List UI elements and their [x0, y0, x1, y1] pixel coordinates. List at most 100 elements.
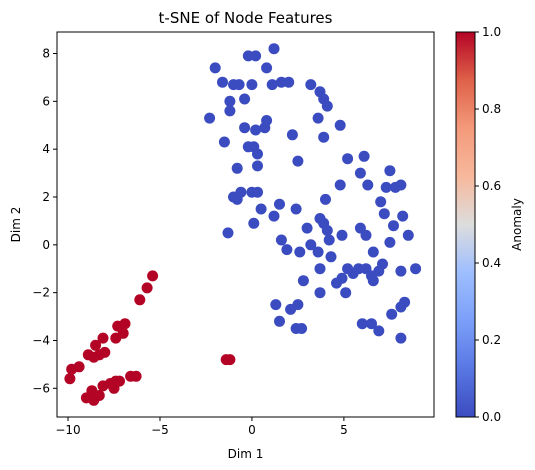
scatter-point	[97, 332, 109, 344]
scatter-point	[312, 112, 324, 124]
scatter-point	[305, 79, 317, 91]
scatter-point	[141, 282, 153, 294]
scatter-point	[402, 229, 414, 241]
scatter-point	[147, 270, 159, 282]
y-tick-label: 0	[42, 238, 50, 252]
colorbar	[455, 31, 476, 418]
scatter-point	[270, 299, 282, 311]
scatter-point	[290, 203, 302, 215]
scatter-point	[360, 229, 372, 241]
scatter-point	[334, 119, 346, 131]
scatter-point	[373, 325, 385, 337]
x-tick-label: −5	[151, 423, 169, 437]
scatter-point	[334, 179, 346, 191]
scatter-point	[261, 115, 273, 126]
scatter-point	[366, 270, 377, 282]
scatter-point	[239, 122, 251, 134]
scatter-point	[395, 301, 407, 313]
scatter-point	[82, 349, 94, 361]
scatter-point	[224, 354, 236, 366]
scatter-point	[321, 225, 333, 236]
scatter-point	[64, 373, 76, 385]
y-tick-label: 8	[42, 47, 50, 61]
scatter-point	[356, 318, 368, 330]
scatter-point	[110, 332, 122, 344]
scatter-point	[275, 234, 287, 246]
colorbar-tick-label: 0.0	[482, 410, 501, 424]
scatter-point	[218, 136, 230, 148]
scatter-point	[395, 179, 407, 191]
scatter-point	[224, 105, 236, 117]
scatter-point	[233, 79, 245, 91]
colorbar-tick-label: 0.4	[482, 256, 501, 270]
scatter-point	[342, 153, 354, 165]
colorbar-tick-label: 0.8	[482, 102, 501, 116]
scatter-point	[397, 210, 409, 222]
scatter-point	[395, 265, 407, 277]
x-tick-label: 5	[340, 423, 348, 437]
scatter-point	[323, 234, 335, 246]
scatter-point	[377, 258, 388, 270]
colorbar-tick-label: 0.2	[482, 333, 501, 347]
scatter-point	[252, 148, 263, 160]
scatter-point	[235, 186, 247, 198]
scatter-point	[134, 294, 146, 306]
x-axis-label: Dim 1	[228, 447, 264, 461]
scatter-point	[367, 246, 379, 258]
scatter-point	[314, 263, 326, 275]
scatter-point	[297, 275, 309, 287]
scatter-point	[268, 43, 280, 55]
x-axis-ticks: −10 −5 0 5	[55, 417, 348, 437]
scatter-point	[325, 251, 337, 263]
scatter-point	[305, 239, 317, 251]
scatter-point	[248, 217, 260, 229]
scatter-point	[97, 380, 109, 392]
y-tick-label: −4	[32, 333, 50, 347]
plot-area	[56, 31, 435, 418]
y-axis-ticks: −6 −4 −2 0 2 4 6 8	[32, 47, 57, 395]
scatter-point	[395, 332, 407, 344]
scatter-point	[217, 76, 228, 88]
scatter-point	[301, 222, 313, 234]
scatter-point	[380, 181, 392, 193]
scatter-point	[312, 246, 324, 258]
scatter-point	[274, 315, 285, 327]
x-tick-label: −10	[55, 423, 80, 437]
scatter-points	[64, 43, 422, 406]
colorbar-ticks: 0.0 0.2 0.4 0.6 0.8 1.0	[475, 25, 501, 424]
scatter-point	[231, 162, 243, 174]
colorbar-tick-label: 1.0	[482, 25, 501, 39]
scatter-point	[292, 299, 304, 311]
scatter-point	[347, 268, 359, 279]
scatter-point	[283, 76, 295, 88]
y-tick-label: −6	[32, 381, 50, 395]
chart-title: t-SNE of Node Features	[159, 9, 333, 27]
scatter-point	[318, 131, 330, 143]
scatter-point	[250, 50, 262, 62]
scatter-point	[292, 155, 304, 167]
scatter-point	[384, 165, 396, 177]
x-tick-label: 0	[248, 423, 256, 437]
scatter-point	[239, 93, 251, 105]
scatter-point	[378, 208, 390, 220]
scatter-point	[222, 227, 234, 239]
scatter-point	[294, 246, 306, 258]
scatter-point	[252, 160, 263, 172]
scatter-point	[358, 150, 370, 162]
scatter-point	[250, 124, 262, 136]
scatter-point	[274, 198, 285, 210]
scatter-point	[384, 236, 396, 248]
scatter-point	[386, 308, 398, 320]
y-tick-label: −2	[32, 286, 50, 300]
scatter-point	[296, 323, 308, 334]
scatter-point	[268, 210, 280, 222]
scatter-point	[340, 287, 352, 299]
scatter-point	[410, 263, 422, 275]
scatter-point	[375, 196, 387, 208]
scatter-point	[93, 390, 105, 401]
scatter-point	[252, 186, 263, 198]
scatter-point	[90, 339, 102, 351]
scatter-point	[66, 363, 78, 375]
scatter-point	[261, 62, 273, 74]
